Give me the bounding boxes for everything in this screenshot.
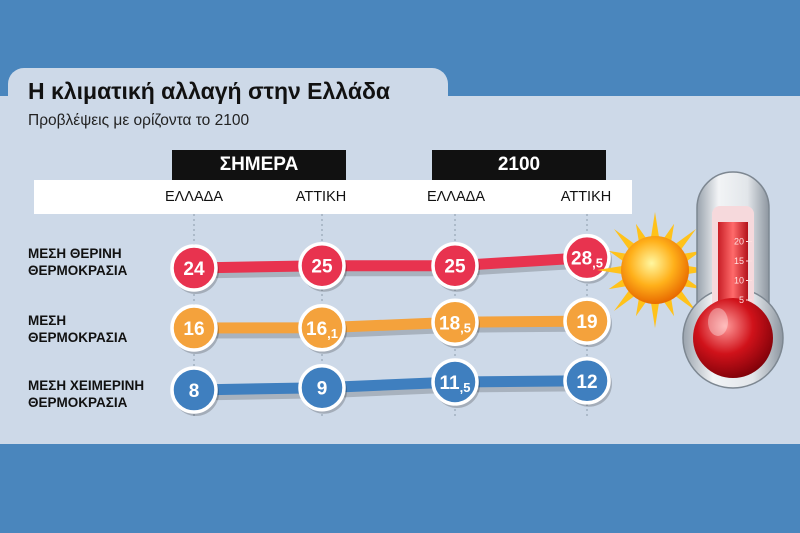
sun-ray — [675, 229, 696, 250]
row-label-summer: ΜΕΣΗ ΘΕΡΙΝΗ ΘΕΡΜΟΚΡΑΣΙΑ — [28, 246, 128, 278]
chart-subtitle: Προβλέψεις με ορίζοντα το 2100 — [28, 112, 250, 129]
thermometer-tick-label: 15 — [734, 256, 744, 266]
data-point-0-2: 25 — [431, 241, 480, 292]
period-label-today: ΣΗΜΕΡΑ — [172, 150, 346, 180]
series-line-1 — [193, 315, 588, 334]
column-header-strip — [34, 180, 632, 214]
data-point-2-3: 12 — [563, 357, 612, 407]
data-point-1-0: 16 — [170, 304, 219, 354]
data-label-0-2: 25 — [444, 257, 466, 278]
column-label-attica-2100: ΑΤΤΙΚΗ — [560, 189, 612, 205]
sun-icon — [597, 212, 713, 328]
column-label-greece-2100: ΕΛΛΑΔΑ — [426, 189, 486, 205]
chart-title: Η κλιματική αλλαγή στην Ελλάδα — [28, 78, 391, 104]
sun-ray — [651, 302, 659, 328]
column-label-attica-today: ΑΤΤΙΚΗ — [295, 189, 347, 205]
data-label-1-0: 16 — [183, 319, 204, 340]
sun-ray — [635, 223, 647, 242]
sun-ray — [651, 212, 659, 238]
data-point-1-2: 18,5 — [431, 298, 480, 349]
data-label-2-0: 8 — [189, 381, 200, 402]
series-line-2 — [193, 375, 588, 396]
sun-ray — [608, 250, 627, 262]
data-point-2-1: 9 — [298, 363, 347, 414]
sun-ray — [663, 223, 675, 242]
data-label-0-0: 24 — [183, 259, 205, 280]
sun-ray — [608, 278, 627, 290]
sun-ray — [597, 266, 623, 274]
data-point-0-1: 25 — [298, 241, 347, 292]
series-line-0 — [193, 252, 588, 274]
sun-ray — [614, 290, 635, 311]
data-point-0-0: 24 — [170, 244, 219, 294]
row-label-mean: ΜΕΣΗ ΘΕΡΜΟΚΡΑΣΙΑ — [28, 313, 128, 345]
sun-ray — [663, 298, 675, 317]
data-label-2-3: 12 — [576, 372, 597, 393]
data-point-1-3: 19 — [563, 297, 612, 348]
data-point-0-3: 28,5 — [563, 233, 612, 284]
data-label-0-1: 25 — [311, 257, 333, 278]
data-point-2-0: 8 — [170, 366, 219, 416]
sun-ray — [614, 229, 635, 250]
data-label-2-1: 9 — [317, 379, 328, 400]
thermometer-tick-label: 10 — [734, 276, 744, 286]
sun-ray — [635, 298, 647, 317]
thermometer-tick-label: 20 — [734, 237, 744, 247]
period-label-2100: 2100 — [432, 150, 606, 180]
data-point-1-1: 16,1 — [298, 304, 347, 354]
row-label-winter: ΜΕΣΗ ΧΕΙΜΕΡΙΝΗ ΘΕΡΜΟΚΡΑΣΙΑ — [28, 378, 145, 410]
sun-ray — [675, 290, 696, 311]
data-point-2-2: 11,5 — [431, 358, 480, 408]
column-label-greece-today: ΕΛΛΑΔΑ — [164, 189, 224, 205]
data-label-1-3: 19 — [576, 312, 597, 333]
thermometer-icon: 5 10 15 20 — [682, 171, 784, 389]
thermometer-tick-label: 5 — [739, 295, 744, 305]
